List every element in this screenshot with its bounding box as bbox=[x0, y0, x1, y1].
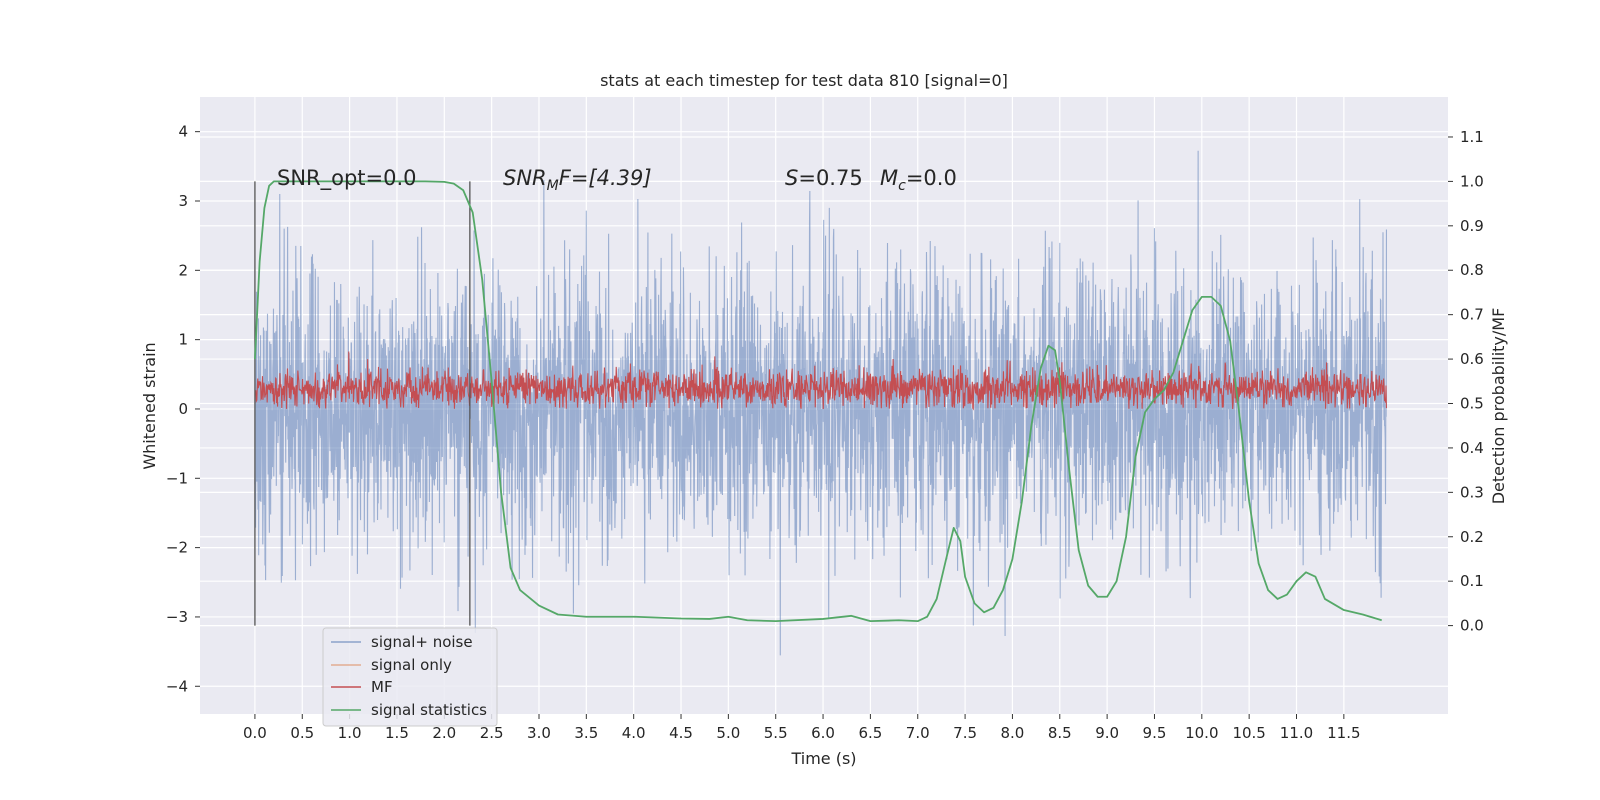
x-tick-label-13: 6.5 bbox=[858, 724, 882, 742]
y-left-tick-label-1: −3 bbox=[166, 608, 188, 626]
x-tick-label-17: 8.5 bbox=[1048, 724, 1072, 742]
y-right-tick-label-9: 0.9 bbox=[1460, 217, 1484, 235]
legend-label-mf: MF bbox=[371, 678, 393, 696]
annotation-mc-sub: c bbox=[898, 178, 906, 194]
y-left-tick-label-3: −1 bbox=[166, 469, 188, 487]
x-tick-label-11: 5.5 bbox=[764, 724, 788, 742]
series-signal-statistics bbox=[254, 180, 1382, 623]
x-tick-label-4: 2.0 bbox=[432, 724, 456, 742]
x-tick-label-20: 10.0 bbox=[1185, 724, 1218, 742]
x-tick-label-6: 3.0 bbox=[527, 724, 551, 742]
series-signal-noise bbox=[254, 150, 1387, 656]
annotation-snr-mf-prefix: SNR bbox=[503, 166, 547, 190]
annotation-snr-opt: SNR_opt=0.0 bbox=[277, 166, 417, 191]
x-tick-label-14: 7.0 bbox=[906, 724, 930, 742]
series-line-mf bbox=[254, 351, 1387, 411]
y-right-tick-label-11: 1.1 bbox=[1460, 128, 1484, 146]
y-right-tick-label-6: 0.6 bbox=[1460, 350, 1484, 368]
y-right-tick-label-8: 0.8 bbox=[1460, 261, 1484, 279]
y-axis-left-label: Whitened strain bbox=[140, 342, 159, 469]
x-tick-label-22: 11.0 bbox=[1280, 724, 1313, 742]
x-tick-label-2: 1.0 bbox=[338, 724, 362, 742]
series-line-signal-statistics bbox=[254, 180, 1382, 623]
x-axis-label: Time (s) bbox=[790, 749, 856, 768]
series-mf bbox=[254, 351, 1387, 411]
y-axis-right-ticks: 0.0 0.1 0.2 0.3 0.4 0.5 0.6 0.7 0.8 0.9 1.0 1.1 bbox=[1448, 128, 1484, 635]
x-axis-ticks: 0.0 0.5 1.0 1.5 2.0 2.5 3.0 3.5 4.0 4.5 5.0 5.5 6.0 6… bbox=[243, 714, 1361, 742]
y-right-tick-label-7: 0.7 bbox=[1460, 306, 1484, 324]
series-line-signal-noise bbox=[254, 150, 1387, 656]
x-tick-label-21: 10.5 bbox=[1232, 724, 1265, 742]
x-tick-label-5: 2.5 bbox=[480, 724, 504, 742]
y-right-tick-label-2: 0.2 bbox=[1460, 528, 1484, 546]
y-right-tick-label-5: 0.5 bbox=[1460, 395, 1484, 413]
y-axis-left-ticks: −4 −3 −2 −1 0 1 2 3 4 bbox=[166, 123, 200, 695]
chart-title: stats at each timestep for test data 810… bbox=[600, 71, 1008, 90]
annotation-snr-mf-suffix: F=[4.39] bbox=[559, 166, 652, 190]
annotation-s-var: S bbox=[785, 166, 798, 190]
y-left-tick-label-5: 1 bbox=[178, 331, 188, 349]
x-tick-label-3: 1.5 bbox=[385, 724, 409, 742]
y-left-tick-label-4: 0 bbox=[178, 400, 188, 418]
x-tick-label-12: 6.0 bbox=[811, 724, 835, 742]
y-right-tick-label-0: 0.0 bbox=[1460, 617, 1484, 635]
y-left-tick-label-8: 4 bbox=[178, 123, 188, 141]
window-markers bbox=[254, 181, 471, 626]
x-tick-label-1: 0.5 bbox=[290, 724, 314, 742]
legend-label-signal-only: signal only bbox=[371, 656, 452, 674]
x-tick-label-9: 4.5 bbox=[669, 724, 693, 742]
annotation-snr-mf-sub: M bbox=[547, 178, 559, 194]
annotation-mc-var: M bbox=[880, 166, 898, 190]
x-tick-label-15: 7.5 bbox=[953, 724, 977, 742]
x-tick-label-0: 0.0 bbox=[243, 724, 267, 742]
y-right-tick-label-3: 0.3 bbox=[1460, 483, 1484, 501]
y-right-tick-label-10: 1.0 bbox=[1460, 172, 1484, 190]
x-tick-label-16: 8.0 bbox=[1001, 724, 1025, 742]
annotation-s-value: =0.75 bbox=[798, 166, 862, 190]
x-tick-label-10: 5.0 bbox=[716, 724, 740, 742]
x-tick-label-8: 4.0 bbox=[622, 724, 646, 742]
annotation-mc: Mc=0.0 bbox=[880, 166, 957, 194]
x-tick-label-7: 3.5 bbox=[574, 724, 598, 742]
y-axis-right-label: Detection probability/MF bbox=[1489, 308, 1508, 505]
y-right-tick-label-1: 0.1 bbox=[1460, 572, 1484, 590]
annotation-snr-mf: SNRMF=[4.39] bbox=[503, 166, 652, 194]
legend-label-signal-noise: signal+ noise bbox=[371, 633, 473, 651]
x-tick-label-19: 9.5 bbox=[1143, 724, 1167, 742]
y-right-tick-label-4: 0.4 bbox=[1460, 439, 1484, 457]
y-left-tick-label-6: 2 bbox=[178, 261, 188, 279]
x-tick-label-18: 9.0 bbox=[1095, 724, 1119, 742]
y-left-tick-label-2: −2 bbox=[166, 539, 188, 557]
y-left-tick-label-7: 3 bbox=[178, 192, 188, 210]
annotation-mc-value: =0.0 bbox=[906, 166, 957, 190]
legend-frame bbox=[322, 627, 498, 727]
annotation-s: S=0.75 bbox=[785, 166, 863, 190]
x-tick-label-23: 11.5 bbox=[1327, 724, 1360, 742]
legend: signal+ noise signal only MF signal stat… bbox=[322, 627, 498, 727]
y-left-tick-label-0: −4 bbox=[166, 677, 188, 695]
legend-label-signal-statistics: signal statistics bbox=[371, 701, 487, 719]
